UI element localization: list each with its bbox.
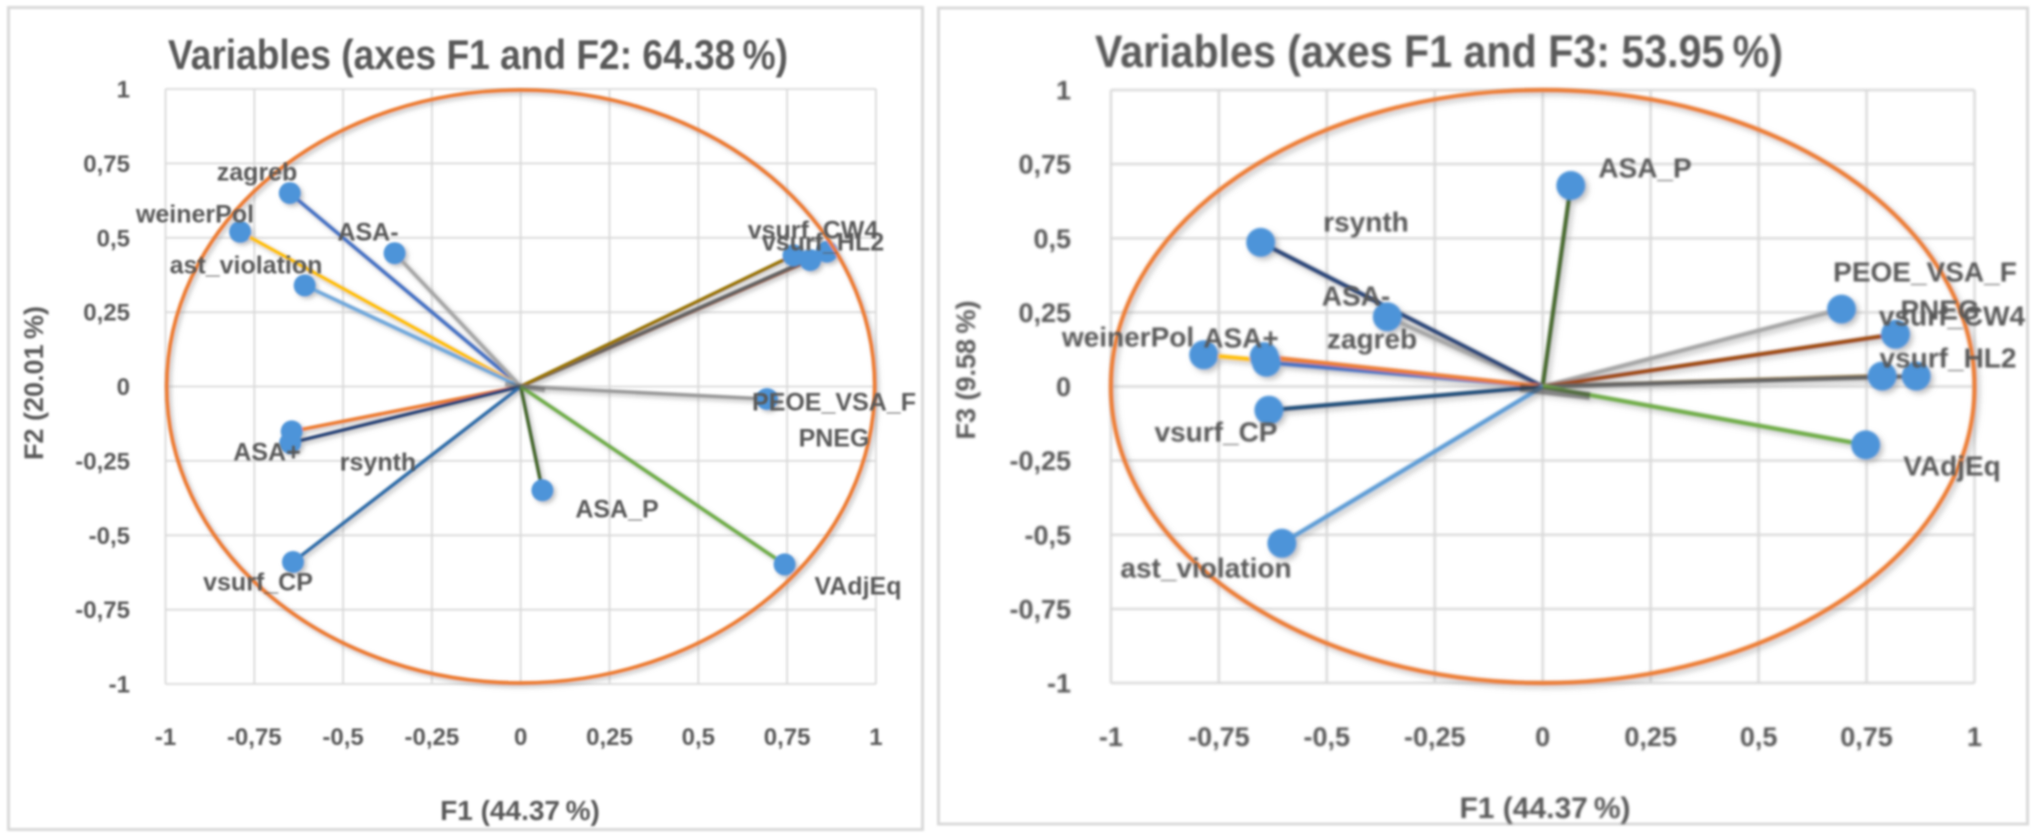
- svg-text:-0,25: -0,25: [405, 724, 460, 751]
- svg-text:-0,5: -0,5: [1024, 520, 1071, 550]
- svg-text:PEOE_VSA_F: PEOE_VSA_F: [752, 389, 916, 417]
- svg-text:-0,75: -0,75: [227, 724, 282, 751]
- svg-text:0,75: 0,75: [1018, 150, 1071, 180]
- svg-text:vsurf_CW4: vsurf_CW4: [1879, 301, 2026, 332]
- svg-text:-1: -1: [155, 724, 176, 751]
- svg-text:0,5: 0,5: [1740, 722, 1778, 752]
- svg-text:zagreb: zagreb: [217, 159, 298, 187]
- svg-text:-1: -1: [1099, 722, 1123, 752]
- svg-text:weinerPol: weinerPol: [135, 201, 254, 229]
- svg-text:-0,75: -0,75: [75, 597, 130, 624]
- svg-text:0: 0: [514, 724, 527, 751]
- svg-text:-0,25: -0,25: [1404, 722, 1466, 752]
- svg-text:-1: -1: [109, 672, 130, 699]
- svg-text:0,5: 0,5: [1033, 224, 1071, 254]
- svg-text:0: 0: [117, 374, 130, 401]
- svg-text:ASA+: ASA+: [1203, 323, 1278, 354]
- svg-text:0,25: 0,25: [1624, 722, 1677, 752]
- svg-text:1: 1: [1056, 76, 1071, 106]
- svg-text:Variables (axes F1 and F2: 64.: Variables (axes F1 and F2: 64.38 %): [168, 31, 788, 78]
- svg-text:ASA-: ASA-: [1322, 281, 1390, 312]
- svg-text:-0,5: -0,5: [322, 724, 363, 751]
- svg-text:-0,25: -0,25: [1009, 446, 1071, 476]
- svg-text:ASA-: ASA-: [337, 219, 398, 247]
- svg-text:-0,75: -0,75: [1188, 722, 1250, 752]
- svg-text:rsynth: rsynth: [340, 449, 416, 477]
- svg-text:PNEG: PNEG: [1900, 295, 1979, 326]
- svg-text:-1: -1: [1047, 669, 1071, 699]
- svg-text:1: 1: [869, 724, 882, 751]
- svg-text:F2 (20.01 %): F2 (20.01 %): [19, 306, 49, 460]
- svg-text:vsurf_HL2: vsurf_HL2: [1880, 343, 2017, 374]
- svg-text:F1 (44.37 %): F1 (44.37 %): [1459, 792, 1630, 825]
- svg-text:-0,75: -0,75: [1009, 594, 1071, 624]
- svg-text:rsynth: rsynth: [1323, 207, 1409, 238]
- svg-text:PNEG: PNEG: [799, 425, 870, 453]
- svg-text:weinerPol: weinerPol: [1061, 322, 1194, 353]
- svg-text:0: 0: [1535, 722, 1550, 752]
- svg-text:0,25: 0,25: [586, 724, 633, 751]
- svg-text:vsurf_CP: vsurf_CP: [1155, 417, 1278, 448]
- svg-text:0,25: 0,25: [1018, 298, 1071, 328]
- svg-text:VAdjEq: VAdjEq: [814, 573, 901, 601]
- svg-text:ASA_P: ASA_P: [575, 496, 658, 524]
- svg-text:-0,5: -0,5: [1304, 722, 1351, 752]
- svg-text:0,75: 0,75: [83, 151, 130, 178]
- svg-text:ast_violation: ast_violation: [1120, 553, 1291, 584]
- svg-text:zagreb: zagreb: [1327, 324, 1417, 355]
- svg-text:1: 1: [1967, 722, 1982, 752]
- svg-text:0,75: 0,75: [1840, 722, 1893, 752]
- svg-text:-0,5: -0,5: [89, 523, 130, 550]
- svg-text:vsurf_CW4: vsurf_CW4: [748, 217, 879, 245]
- svg-text:0,5: 0,5: [682, 724, 715, 751]
- svg-text:0: 0: [1056, 372, 1071, 402]
- svg-text:vsurf_HL2: vsurf_HL2: [762, 229, 884, 257]
- svg-text:0,75: 0,75: [764, 724, 811, 751]
- svg-text:-0,25: -0,25: [75, 448, 130, 475]
- svg-text:ASA+: ASA+: [233, 439, 300, 467]
- svg-text:1: 1: [117, 77, 130, 104]
- svg-text:VAdjEq: VAdjEq: [1903, 451, 2000, 482]
- svg-text:F1 (44.37 %): F1 (44.37 %): [440, 795, 600, 826]
- svg-text:PEOE_VSA_F: PEOE_VSA_F: [1833, 257, 2017, 288]
- svg-text:F3 (9.58 %): F3 (9.58 %): [951, 301, 981, 440]
- svg-text:ast_violation: ast_violation: [170, 252, 323, 280]
- svg-text:Variables (axes F1 and F3: 53.: Variables (axes F1 and F3: 53.95 %): [1095, 26, 1783, 77]
- svg-text:0,5: 0,5: [97, 225, 130, 252]
- svg-text:0,25: 0,25: [83, 300, 130, 327]
- svg-text:ASA_P: ASA_P: [1598, 153, 1691, 184]
- svg-text:vsurf_CP: vsurf_CP: [203, 569, 313, 597]
